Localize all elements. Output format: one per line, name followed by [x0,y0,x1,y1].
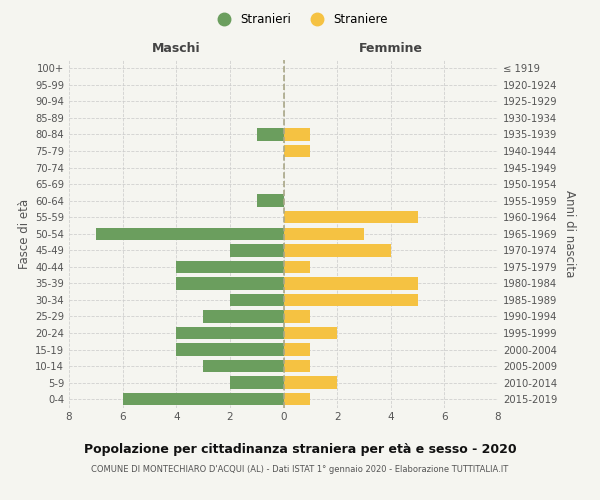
Bar [176,344,284,356]
Bar [257,194,284,207]
Bar [122,393,284,406]
Y-axis label: Anni di nascita: Anni di nascita [563,190,576,278]
Bar [284,310,310,322]
Bar [284,294,418,306]
Bar [284,360,310,372]
Bar [284,260,310,273]
Legend: Stranieri, Straniere: Stranieri, Straniere [207,8,393,31]
Bar [230,294,284,306]
Bar [257,128,284,140]
Text: COMUNE DI MONTECHIARO D'ACQUI (AL) - Dati ISTAT 1° gennaio 2020 - Elaborazione T: COMUNE DI MONTECHIARO D'ACQUI (AL) - Dat… [91,465,509,474]
Bar [284,145,310,157]
Bar [284,376,337,389]
Bar [284,244,391,256]
Bar [284,344,310,356]
Bar [230,244,284,256]
Bar [284,327,337,339]
Y-axis label: Fasce di età: Fasce di età [18,198,31,269]
Text: Popolazione per cittadinanza straniera per età e sesso - 2020: Popolazione per cittadinanza straniera p… [83,442,517,456]
Bar [284,128,310,140]
Bar [203,310,284,322]
Bar [284,393,310,406]
Bar [230,376,284,389]
Bar [203,360,284,372]
Bar [176,327,284,339]
Bar [284,277,418,289]
Bar [284,211,418,224]
Bar [176,260,284,273]
Bar [284,228,364,240]
Text: Maschi: Maschi [152,42,200,55]
Text: Femmine: Femmine [359,42,423,55]
Bar [176,277,284,289]
Bar [96,228,284,240]
